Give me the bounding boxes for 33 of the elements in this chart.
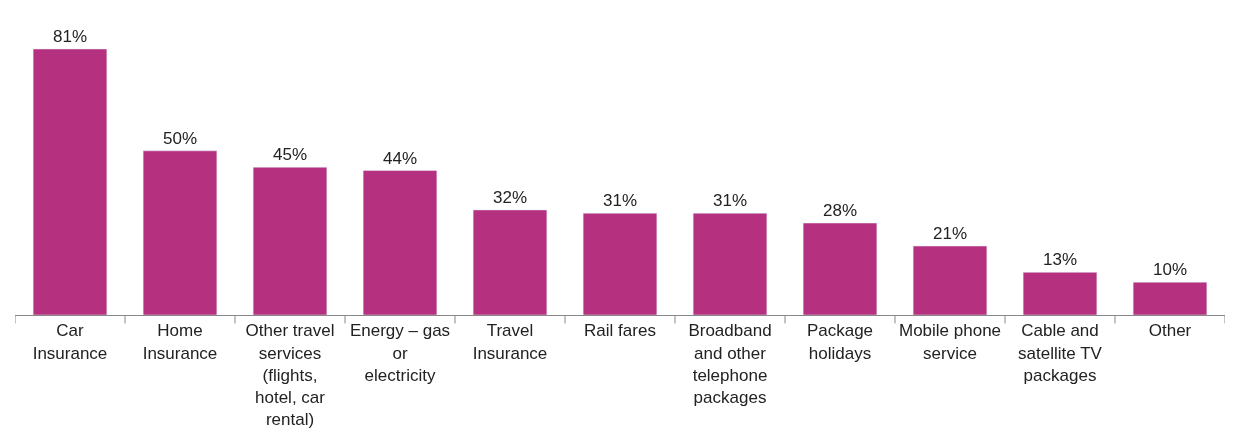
bar: [692, 212, 768, 315]
x-tick-label: Car Insurance: [32, 321, 108, 363]
bar: [362, 170, 438, 315]
x-tick-label: Rail fares: [584, 321, 656, 341]
data-label: 10%: [1152, 260, 1188, 280]
x-tick-label: Other: [1148, 321, 1192, 341]
bar: [802, 222, 878, 315]
data-label: 32%: [492, 187, 528, 207]
data-label: 31%: [712, 191, 748, 211]
x-tick-label: Travel Insurance: [472, 321, 548, 363]
data-label: 21%: [932, 224, 968, 244]
x-tick-label: Package holidays: [806, 321, 874, 363]
data-label: 81%: [52, 27, 88, 46]
data-label: 45%: [272, 145, 308, 165]
bar: [912, 245, 988, 315]
bar: [32, 48, 108, 315]
bar: [472, 209, 548, 315]
bar: [252, 166, 328, 315]
bar: [1132, 281, 1208, 315]
x-tick-label: Other travel services (flights, hotel, car rental): [245, 321, 335, 429]
x-tick-label: Energy – gas or electricity: [349, 321, 451, 385]
data-label: 50%: [162, 128, 198, 148]
bar: [582, 212, 658, 315]
data-label: 44%: [382, 148, 418, 168]
bar: [1022, 272, 1098, 315]
x-tick-label: Cable and satellite TV packages: [1018, 321, 1103, 385]
x-tick-label: Home Insurance: [142, 321, 218, 363]
x-tick-label: Mobile phone service: [898, 321, 1002, 363]
data-label: 13%: [1042, 250, 1078, 270]
x-tick-label: Broadband and other telephone packages: [688, 321, 772, 407]
data-label: 31%: [602, 191, 638, 211]
bar: [142, 150, 218, 315]
data-label: 28%: [822, 201, 858, 221]
